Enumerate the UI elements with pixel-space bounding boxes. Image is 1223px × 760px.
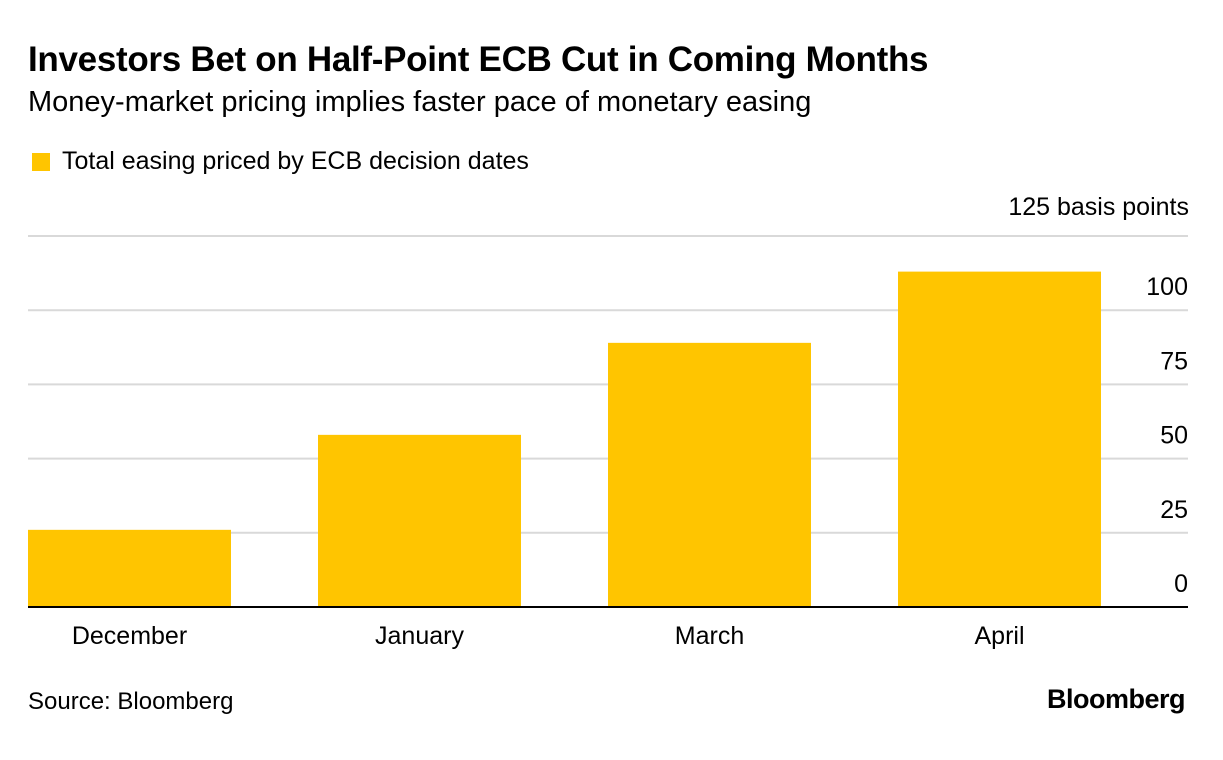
legend: Total easing priced by ECB decision date…	[32, 147, 529, 176]
bar-december	[28, 529, 231, 607]
y-tick-label: 25	[1160, 496, 1188, 524]
y-tick-label: 0	[1174, 570, 1188, 598]
y-axis-unit-label: 125 basis points	[1008, 193, 1189, 221]
bar-march	[608, 342, 811, 607]
chart-subtitle: Money-market pricing implies faster pace…	[28, 86, 812, 118]
legend-label: Total easing priced by ECB decision date…	[62, 147, 529, 175]
x-tick-label: January	[375, 622, 464, 650]
source-note: Source: Bloomberg	[28, 688, 234, 715]
bar-january	[318, 434, 521, 607]
y-tick-label: 100	[1146, 273, 1188, 301]
legend-swatch	[32, 152, 50, 171]
x-tick-label: April	[974, 622, 1024, 650]
bar-april	[898, 271, 1101, 607]
y-tick-label: 50	[1160, 422, 1188, 450]
x-tick-label: March	[675, 622, 744, 650]
chart-title: Investors Bet on Half-Point ECB Cut in C…	[28, 40, 929, 79]
y-tick-label: 75	[1160, 347, 1188, 375]
x-tick-label: December	[72, 622, 187, 650]
bloomberg-logo: Bloomberg	[1046, 684, 1186, 714]
